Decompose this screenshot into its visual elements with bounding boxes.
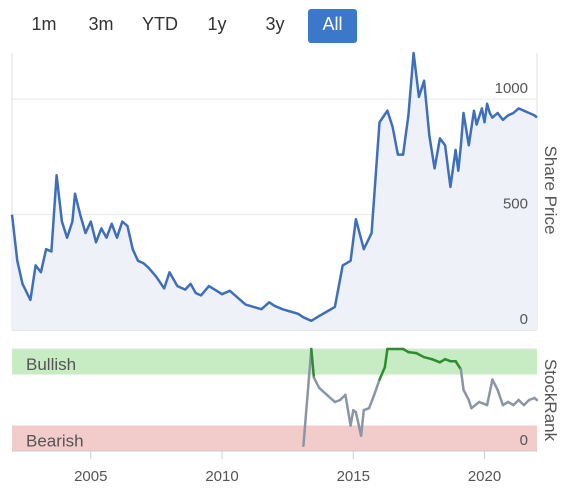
price-area-fill (12, 53, 537, 330)
stockrank-line-segment (367, 393, 376, 410)
stockrank-line-segment (470, 400, 481, 410)
price-tick-label-1000: 1000 (495, 80, 528, 97)
stockrank-line-segment (477, 400, 489, 407)
stockrank-line-segment (459, 368, 465, 392)
stockrank-line-segment (383, 347, 389, 369)
stockrank-line-segment (422, 355, 434, 361)
stockrank-line-segment (407, 350, 418, 355)
range-button-ytd[interactable]: YTD (142, 14, 178, 34)
stockrank-line-segment (467, 398, 473, 410)
price-axis-title: Share Price (541, 146, 560, 235)
range-button-1m[interactable]: 1m (31, 14, 57, 34)
stockrank-line-segment (354, 410, 363, 437)
range-button-all[interactable]: All (308, 9, 357, 43)
stockrank-tick-label-0: 0 (520, 432, 528, 449)
stockrank-line-segment (349, 408, 355, 427)
stockrank-line-segment (415, 351, 426, 359)
stockrank-line-segment (491, 378, 499, 392)
stockrank-line-segment (462, 388, 471, 402)
x-tick-label-2010: 2010 (205, 468, 238, 485)
stockrank-line-segment (378, 366, 387, 381)
range-button-3m[interactable]: 3m (88, 14, 114, 34)
x-axis: 2005 2010 2015 2020 (12, 450, 537, 485)
bullish-band (12, 349, 537, 375)
bullish-label: Bullish (26, 355, 76, 374)
stockrank-line-segment (533, 396, 539, 402)
stockrank-panel: Bullish Bearish 0 StockRank (12, 347, 560, 452)
stockrank-series (302, 347, 539, 448)
stockrank-line-segment (454, 359, 463, 371)
stockrank-line-segment (312, 376, 321, 390)
x-tick-label-2020: 2020 (468, 468, 501, 485)
price-tick-label-500: 500 (503, 196, 528, 213)
bearish-band (12, 425, 537, 451)
x-tick-label-2015: 2015 (337, 468, 370, 485)
stockrank-line-segment (325, 393, 337, 404)
price-series-line (10, 51, 538, 323)
price-tick-label-0: 0 (520, 311, 528, 328)
price-panel: 1000 500 0 Share Price (10, 51, 560, 331)
stockrank-line-segment (372, 378, 381, 397)
stockrank-line-segment (310, 347, 316, 379)
stockrank-line-segment (485, 378, 494, 407)
stockrank-line-segment (496, 388, 505, 407)
stockrank-line-segment (430, 357, 442, 364)
stockrank-line-segment (302, 347, 313, 448)
stockrank-line-segment (317, 386, 329, 397)
bearish-label: Bearish (26, 432, 84, 451)
range-button-1y[interactable]: 1y (207, 14, 227, 34)
stockrank-line-segment (344, 393, 352, 427)
range-button-3y[interactable]: 3y (265, 14, 285, 34)
stockrank-line-segment (359, 408, 366, 437)
stockrank-axis-title: StockRank (541, 359, 560, 442)
x-tick-label-2005: 2005 (74, 468, 107, 485)
